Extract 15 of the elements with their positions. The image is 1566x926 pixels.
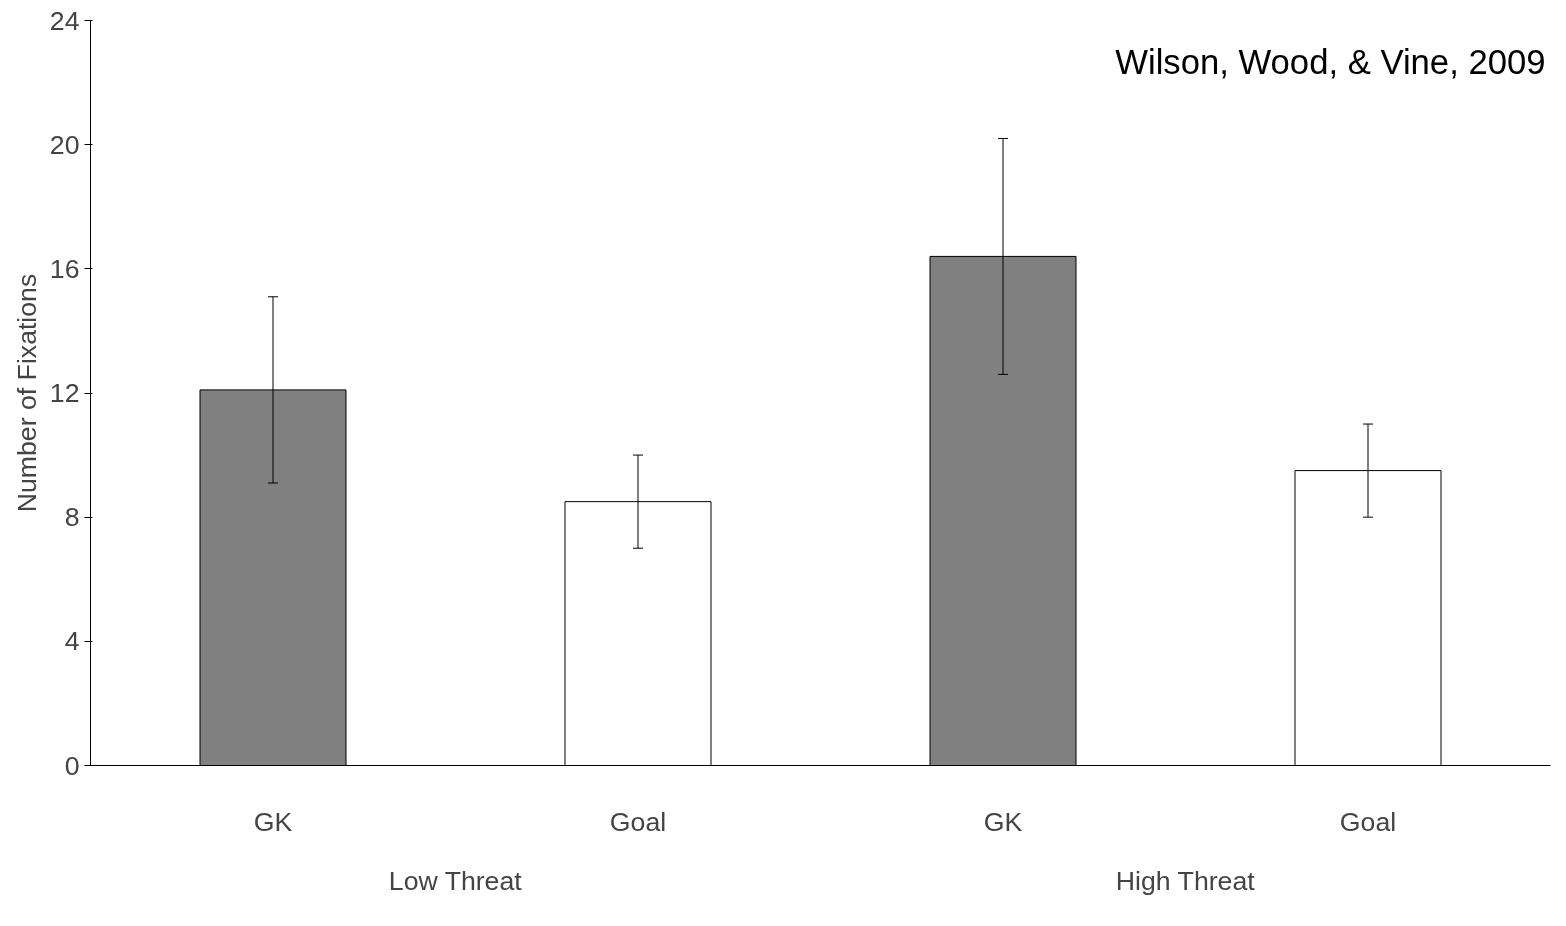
- y-tick-label: 0: [64, 750, 80, 781]
- y-tick-label: 8: [64, 502, 80, 533]
- text: High Threat: [1115, 865, 1256, 896]
- y-axis-title: Number of Fixations: [11, 273, 42, 513]
- y-tick-label: 4: [64, 626, 80, 657]
- x-tick-label: Goal: [1339, 806, 1397, 837]
- x-tick-label: GK: [983, 806, 1023, 837]
- annotation: Wilson, Wood, & Vine, 2009: [1115, 42, 1546, 81]
- text: Low Threat: [388, 865, 523, 896]
- y-tick-label: 16: [49, 253, 80, 284]
- y-tick-label: 24: [49, 5, 80, 36]
- x-tick-label: Goal: [609, 806, 667, 837]
- y-tick-label: 12: [49, 378, 80, 408]
- y-tick-label: 20: [49, 129, 80, 160]
- x-tick-label: GK: [253, 806, 293, 837]
